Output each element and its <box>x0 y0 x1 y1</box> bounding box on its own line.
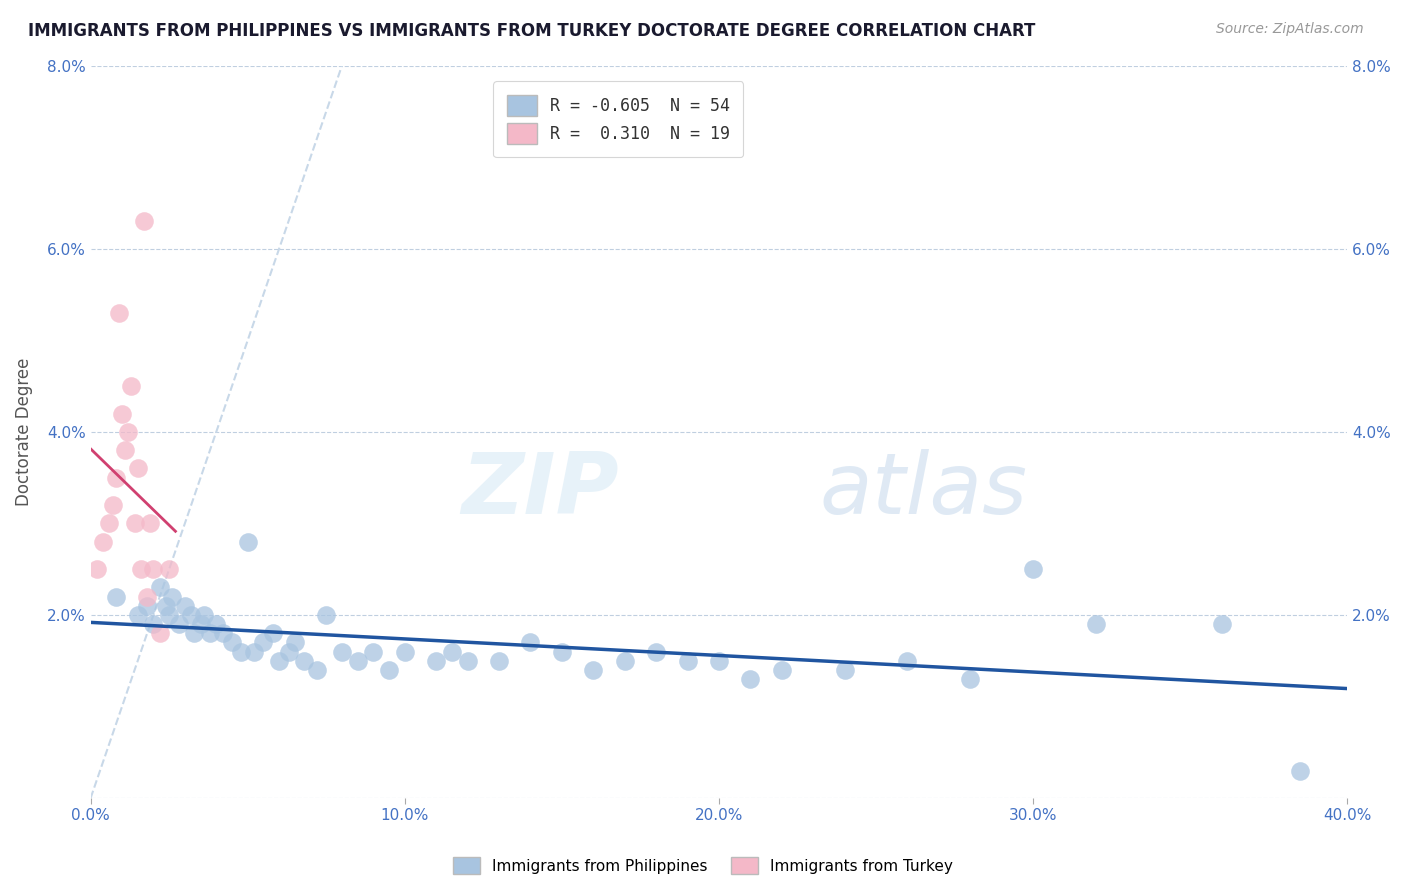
Point <box>740 672 762 686</box>
Point <box>457 654 479 668</box>
Point <box>124 516 146 531</box>
Point <box>252 635 274 649</box>
Point <box>157 607 180 622</box>
Point <box>127 461 149 475</box>
Point <box>132 214 155 228</box>
Point <box>1211 617 1233 632</box>
Point <box>292 654 315 668</box>
Point <box>104 590 127 604</box>
Point <box>211 626 233 640</box>
Point <box>162 590 184 604</box>
Point <box>127 607 149 622</box>
Point <box>269 654 291 668</box>
Point <box>193 607 215 622</box>
Point <box>896 654 918 668</box>
Point <box>114 443 136 458</box>
Point <box>1084 617 1107 632</box>
Point <box>173 599 195 613</box>
Point <box>277 644 299 658</box>
Point <box>198 626 221 640</box>
Point <box>108 306 131 320</box>
Text: IMMIGRANTS FROM PHILIPPINES VS IMMIGRANTS FROM TURKEY DOCTORATE DEGREE CORRELATI: IMMIGRANTS FROM PHILIPPINES VS IMMIGRANT… <box>28 22 1035 40</box>
Point <box>645 644 668 658</box>
Point <box>1022 562 1045 576</box>
Point <box>613 654 636 668</box>
Text: ZIP: ZIP <box>461 449 619 532</box>
Point <box>378 663 401 677</box>
Point <box>519 635 541 649</box>
Point <box>236 534 259 549</box>
Y-axis label: Doctorate Degree: Doctorate Degree <box>15 358 32 506</box>
Point <box>305 663 328 677</box>
Point <box>394 644 416 658</box>
Point <box>104 470 127 484</box>
Point <box>129 562 152 576</box>
Point <box>231 644 253 658</box>
Point <box>221 635 243 649</box>
Point <box>98 516 121 531</box>
Point <box>142 617 165 632</box>
Point <box>262 626 284 640</box>
Text: Source: ZipAtlas.com: Source: ZipAtlas.com <box>1216 22 1364 37</box>
Legend: R = -0.605  N = 54, R =  0.310  N = 19: R = -0.605 N = 54, R = 0.310 N = 19 <box>494 81 744 157</box>
Point <box>86 562 108 576</box>
Point <box>142 562 165 576</box>
Point <box>1289 764 1312 778</box>
Point <box>149 626 172 640</box>
Point <box>155 599 177 613</box>
Point <box>243 644 266 658</box>
Point <box>834 663 856 677</box>
Point <box>330 644 353 658</box>
Point <box>111 407 134 421</box>
Point <box>136 590 159 604</box>
Point <box>707 654 730 668</box>
Point <box>91 534 114 549</box>
Point <box>101 498 124 512</box>
Point <box>488 654 510 668</box>
Point <box>770 663 793 677</box>
Point <box>676 654 699 668</box>
Point <box>190 617 212 632</box>
Point <box>136 599 159 613</box>
Point <box>582 663 605 677</box>
Point <box>315 607 337 622</box>
Point <box>117 425 139 439</box>
Point <box>551 644 574 658</box>
Point <box>180 607 202 622</box>
Point <box>284 635 307 649</box>
Point <box>139 516 162 531</box>
Point <box>157 562 180 576</box>
Point <box>205 617 228 632</box>
Point <box>425 654 447 668</box>
Text: atlas: atlas <box>820 449 1028 532</box>
Point <box>149 581 172 595</box>
Point <box>363 644 385 658</box>
Point <box>959 672 981 686</box>
Point <box>440 644 463 658</box>
Point <box>346 654 368 668</box>
Point <box>167 617 190 632</box>
Legend: Immigrants from Philippines, Immigrants from Turkey: Immigrants from Philippines, Immigrants … <box>447 851 959 880</box>
Point <box>183 626 205 640</box>
Point <box>121 379 143 393</box>
